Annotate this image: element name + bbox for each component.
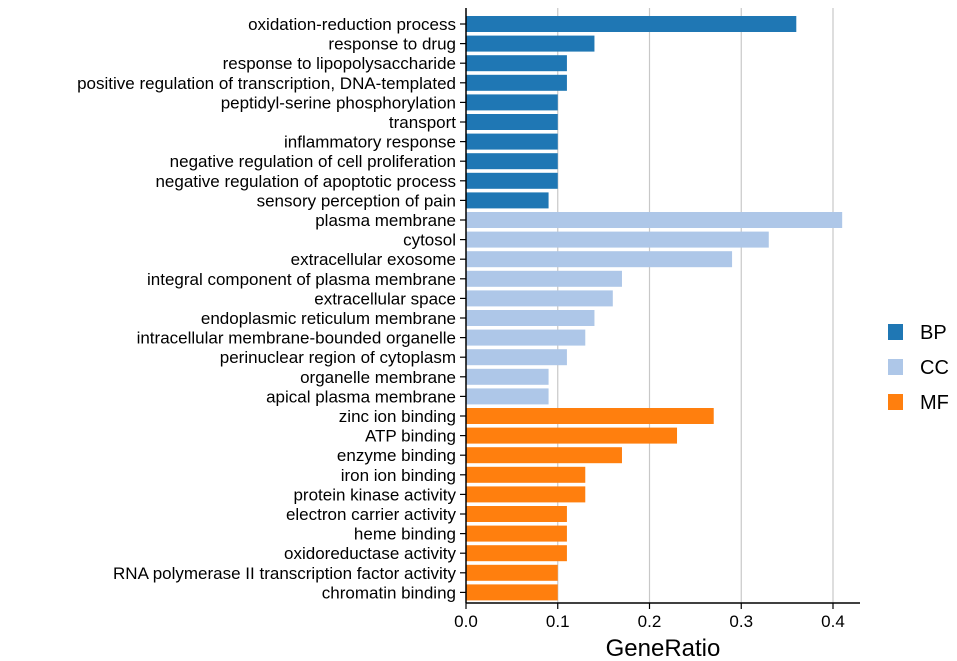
category-label: negative regulation of cell proliferatio… bbox=[170, 152, 456, 171]
bar bbox=[466, 525, 567, 542]
category-label: response to lipopolysaccharide bbox=[223, 54, 456, 73]
bar bbox=[466, 212, 843, 228]
category-label: extracellular space bbox=[314, 289, 456, 308]
x-tick-label: 0.3 bbox=[729, 612, 753, 631]
legend-swatch bbox=[888, 324, 903, 340]
category-label: intracellular membrane-bounded organelle bbox=[137, 329, 456, 348]
category-label: plasma membrane bbox=[315, 211, 456, 230]
category-label: oxidoreductase activity bbox=[284, 544, 456, 563]
bar bbox=[466, 388, 549, 405]
x-tick-label: 0.0 bbox=[454, 612, 478, 631]
bar bbox=[466, 133, 558, 150]
category-label: iron ion binding bbox=[341, 466, 456, 485]
bar bbox=[466, 94, 558, 111]
bar bbox=[466, 545, 567, 562]
bar bbox=[466, 408, 714, 424]
category-label: endoplasmic reticulum membrane bbox=[201, 309, 456, 328]
category-label: response to drug bbox=[328, 35, 456, 54]
category-label: chromatin binding bbox=[322, 583, 456, 602]
category-label: apical plasma membrane bbox=[266, 387, 456, 406]
category-label: RNA polymerase II transcription factor a… bbox=[113, 564, 456, 583]
legend-swatch bbox=[888, 359, 903, 375]
bars bbox=[466, 16, 843, 601]
category-label: sensory perception of pain bbox=[257, 191, 456, 210]
bar bbox=[466, 427, 678, 444]
category-label: extracellular exosome bbox=[291, 250, 456, 269]
bar bbox=[466, 349, 567, 366]
bar bbox=[466, 231, 769, 248]
bar bbox=[466, 310, 595, 326]
category-label: zinc ion binding bbox=[339, 407, 456, 426]
x-axis-title: GeneRatio bbox=[606, 635, 721, 661]
bar bbox=[466, 506, 567, 522]
category-label: ATP binding bbox=[365, 427, 456, 446]
bar bbox=[466, 486, 586, 503]
category-label: enzyme binding bbox=[337, 446, 456, 465]
category-label: oxidation-reduction process bbox=[248, 15, 456, 34]
category-label: heme binding bbox=[354, 525, 456, 544]
legend-swatch bbox=[888, 394, 903, 410]
bar bbox=[466, 192, 549, 209]
bar bbox=[466, 16, 797, 32]
category-label: integral component of plasma membrane bbox=[147, 270, 456, 289]
bar bbox=[466, 368, 549, 385]
bar bbox=[466, 251, 733, 268]
category-label: protein kinase activity bbox=[293, 485, 456, 504]
x-tick-label: 0.1 bbox=[546, 612, 570, 631]
category-label: negative regulation of apoptotic process bbox=[155, 172, 456, 191]
legend-label: BP bbox=[920, 322, 947, 344]
category-label: inflammatory response bbox=[284, 133, 456, 152]
bar bbox=[466, 153, 558, 170]
legend: BP CC MF bbox=[888, 322, 949, 414]
category-label: positive regulation of transcription, DN… bbox=[77, 74, 456, 93]
bar bbox=[466, 172, 558, 189]
category-label: cytosol bbox=[403, 231, 456, 250]
bar bbox=[466, 584, 558, 601]
bar bbox=[466, 114, 558, 130]
bar bbox=[466, 55, 567, 72]
category-label: electron carrier activity bbox=[286, 505, 457, 524]
bar bbox=[466, 329, 586, 346]
x-tick-label: 0.2 bbox=[638, 612, 662, 631]
bar bbox=[466, 447, 622, 464]
bar bbox=[466, 290, 613, 307]
category-label: transport bbox=[389, 113, 456, 132]
legend-label: CC bbox=[920, 357, 949, 379]
x-tick-label: 0.4 bbox=[821, 612, 845, 631]
category-label: peptidyl-serine phosphorylation bbox=[221, 93, 456, 112]
legend-label: MF bbox=[920, 392, 949, 414]
bar bbox=[466, 564, 558, 581]
bar bbox=[466, 74, 567, 91]
category-label: perinuclear region of cytoplasm bbox=[220, 348, 456, 367]
category-label: organelle membrane bbox=[300, 368, 456, 387]
bar bbox=[466, 466, 586, 483]
axes: 0.0 0.1 0.2 0.3 0.4 bbox=[454, 8, 860, 631]
bar bbox=[466, 270, 622, 287]
bar bbox=[466, 35, 595, 52]
